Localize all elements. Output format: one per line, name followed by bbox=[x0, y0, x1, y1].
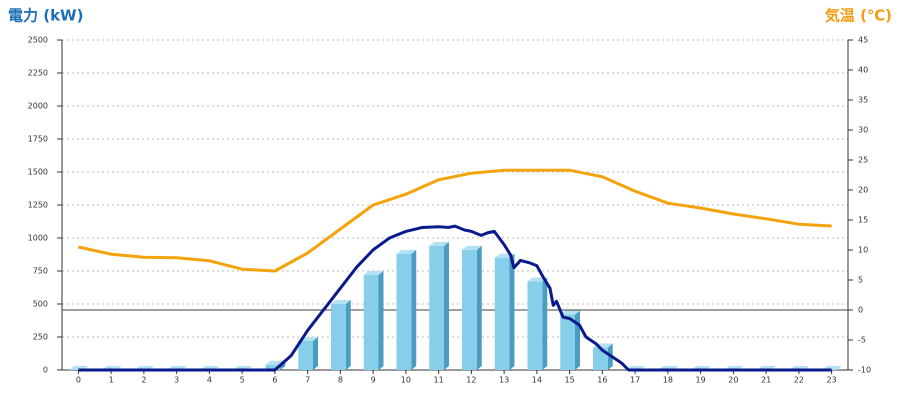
x-tick-label: 5 bbox=[240, 376, 245, 385]
y-tick-label: 0 bbox=[43, 366, 48, 375]
y-tick-label: 250 bbox=[33, 333, 48, 342]
y2-tick-label: 10 bbox=[858, 246, 868, 255]
x-tick-label: 4 bbox=[207, 376, 212, 385]
y-tick-label: 750 bbox=[33, 267, 48, 276]
y2-tick-label: -10 bbox=[858, 366, 871, 375]
y2-tick-label: 35 bbox=[858, 96, 868, 105]
bar bbox=[363, 274, 379, 370]
x-tick-label: 1 bbox=[109, 376, 114, 385]
bar-top bbox=[429, 241, 449, 246]
bar bbox=[527, 281, 543, 370]
x-tick-label: 6 bbox=[272, 376, 277, 385]
y2-tick-label: 20 bbox=[858, 186, 868, 195]
bar bbox=[265, 364, 281, 370]
bar-side bbox=[574, 310, 580, 370]
bar bbox=[462, 249, 477, 370]
bar-side bbox=[509, 253, 515, 370]
y2-tick-label: 30 bbox=[858, 126, 868, 135]
bar-side bbox=[476, 245, 482, 370]
y-tick-label: 1250 bbox=[28, 201, 48, 210]
y2-tick-label: 15 bbox=[858, 216, 868, 225]
y2-tick-label: 0 bbox=[858, 306, 863, 315]
x-tick-label: 13 bbox=[499, 376, 509, 385]
bar-side bbox=[345, 300, 351, 370]
y2-axis-title: 気温 (℃) bbox=[825, 7, 892, 25]
x-tick-label: 7 bbox=[305, 376, 310, 385]
x-tick-label: 0 bbox=[76, 376, 81, 385]
x-tick-label: 2 bbox=[141, 376, 146, 385]
x-tick-label: 16 bbox=[597, 376, 607, 385]
bar bbox=[593, 347, 608, 370]
x-tick-label: 9 bbox=[371, 376, 376, 385]
bar-top bbox=[363, 270, 384, 275]
y-tick-label: 500 bbox=[33, 300, 48, 309]
x-tick-label: 14 bbox=[532, 376, 542, 385]
line bbox=[78, 168, 832, 273]
y-axis-title: 電力 (kW) bbox=[8, 7, 83, 25]
y-tick-label: 1000 bbox=[28, 234, 48, 243]
y-tick-label: 1500 bbox=[28, 168, 48, 177]
line bbox=[78, 224, 832, 372]
x-tick-label: 19 bbox=[696, 376, 706, 385]
x-tick-label: 8 bbox=[338, 376, 343, 385]
bar bbox=[298, 340, 313, 370]
x-tick-label: 20 bbox=[728, 376, 738, 385]
x-tick-label: 15 bbox=[565, 376, 575, 385]
bar-side bbox=[411, 249, 417, 370]
x-tick-label: 10 bbox=[401, 376, 411, 385]
y-tick-label: 1750 bbox=[28, 135, 48, 144]
bar-top bbox=[331, 300, 351, 304]
y2-tick-label: 5 bbox=[858, 276, 863, 285]
x-tick-label: 17 bbox=[630, 376, 640, 385]
bar bbox=[560, 314, 575, 370]
x-tick-label: 12 bbox=[466, 376, 476, 385]
bar bbox=[396, 253, 412, 370]
x-tick-label: 21 bbox=[761, 376, 771, 385]
bar bbox=[331, 304, 346, 370]
x-tick-label: 22 bbox=[794, 376, 804, 385]
bar-side bbox=[312, 336, 318, 370]
bar bbox=[429, 245, 444, 370]
y2-tick-label: -5 bbox=[858, 336, 866, 345]
bar bbox=[494, 257, 510, 370]
x-tick-label: 3 bbox=[174, 376, 179, 385]
bar-side bbox=[542, 277, 548, 370]
bar-top bbox=[396, 249, 417, 254]
x-tick-label: 11 bbox=[434, 376, 444, 385]
bar-side bbox=[443, 241, 449, 370]
y-tick-label: 2250 bbox=[28, 69, 48, 78]
bar-side bbox=[378, 270, 384, 370]
x-tick-label: 23 bbox=[827, 376, 837, 385]
y-tick-label: 2500 bbox=[28, 36, 48, 45]
bar-top bbox=[462, 245, 482, 250]
y2-tick-label: 40 bbox=[858, 66, 868, 75]
y2-tick-label: 45 bbox=[858, 36, 868, 45]
y-tick-label: 2000 bbox=[28, 102, 48, 111]
x-tick-label: 18 bbox=[663, 376, 673, 385]
y2-tick-label: 25 bbox=[858, 156, 868, 165]
bar-top bbox=[560, 310, 580, 315]
